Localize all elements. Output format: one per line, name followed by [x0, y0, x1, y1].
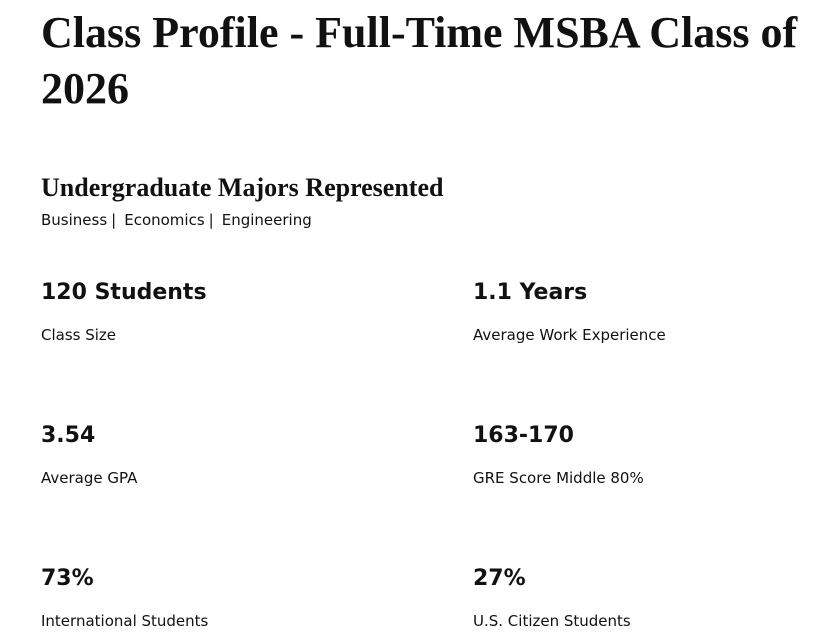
separator: |	[111, 211, 117, 229]
stat-card: 1.1 Years Average Work Experience	[473, 278, 824, 345]
stat-label: U.S. Citizen Students	[473, 612, 631, 630]
page-title: Class Profile - Full-Time MSBA Class of …	[41, 8, 798, 113]
majors-list: Business | Economics | Engineering	[41, 210, 824, 230]
stat-value: 27%	[473, 566, 526, 591]
stat-label: Average GPA	[41, 469, 138, 487]
stat-label: Average Work Experience	[473, 326, 666, 344]
stat-card: 163-170 GRE Score Middle 80%	[473, 421, 824, 488]
page: Class Profile - Full-Time MSBA Class of …	[0, 5, 824, 638]
stat-value: 73%	[41, 566, 94, 591]
stats-grid: 120 Students Class Size 1.1 Years Average W…	[41, 278, 824, 638]
stat-card: 73% International Students	[41, 564, 441, 631]
section-heading: Undergraduate Majors Represented	[41, 173, 444, 202]
stat-value: 163-170	[473, 423, 574, 448]
stat-value: 120 Students	[41, 280, 207, 305]
separator: |	[208, 211, 214, 229]
major-item: Engineering	[221, 211, 312, 229]
stat-label: International Students	[41, 612, 209, 630]
major-item: Economics	[124, 211, 205, 229]
stat-value: 3.54	[41, 423, 96, 448]
stat-card: 120 Students Class Size	[41, 278, 441, 345]
stat-value: 1.1 Years	[473, 280, 588, 305]
stat-card: 27% U.S. Citizen Students	[473, 564, 824, 631]
major-item: Business	[41, 211, 108, 229]
stat-label: GRE Score Middle 80%	[473, 469, 644, 487]
stat-label: Class Size	[41, 326, 117, 344]
stat-card: 3.54 Average GPA	[41, 421, 441, 488]
